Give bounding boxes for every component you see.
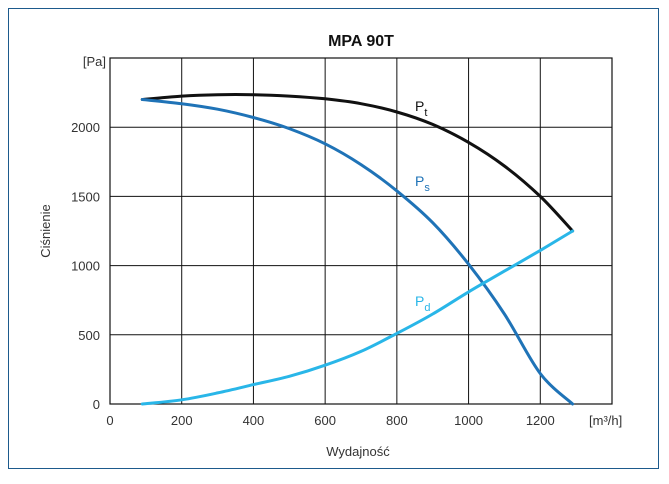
grid	[109, 57, 613, 405]
x-tick-label: 1000	[454, 413, 483, 428]
y-tick-label: 500	[78, 328, 100, 343]
y-unit-label: [Pa]	[83, 54, 106, 69]
y-tick-label: 2000	[71, 120, 100, 135]
series-pd-line	[140, 229, 575, 406]
series-ps-line	[140, 98, 575, 406]
y-tick-label: 1500	[71, 189, 100, 204]
series-pt-label: Pt	[415, 98, 427, 119]
x-tick-label: 800	[386, 413, 408, 428]
series-group	[140, 92, 575, 406]
plot-border	[109, 57, 613, 405]
x-tick-label: 1200	[526, 413, 555, 428]
y-tick-label: 1000	[71, 259, 100, 274]
chart-frame	[8, 8, 659, 469]
series-pd-label: Pd	[415, 293, 430, 314]
y-axis-label: Ciśnienie	[38, 204, 53, 257]
series-labels: Pt Ps Pd	[415, 98, 430, 314]
x-axis-label: Wydajność	[326, 444, 390, 459]
series-pt-line	[140, 92, 575, 233]
x-tick-label: 0	[106, 413, 113, 428]
x-tick-label: 200	[171, 413, 193, 428]
x-unit-label: [m³/h]	[589, 413, 622, 428]
x-tick-label: 400	[243, 413, 265, 428]
x-tick-label: 600	[314, 413, 336, 428]
y-tick-label: 0	[93, 397, 100, 412]
series-ps-label: Ps	[415, 173, 430, 194]
tick-labels: 0 200 400 600 800 1000 1200 0 500 1000 1500 2000	[71, 120, 555, 428]
chart-title: MPA 90T	[328, 33, 394, 50]
